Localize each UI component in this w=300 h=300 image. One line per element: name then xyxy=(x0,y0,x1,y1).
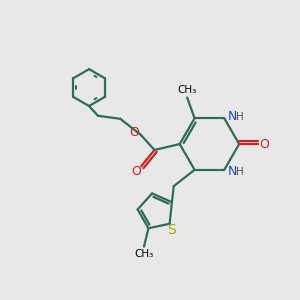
Text: O: O xyxy=(130,126,140,139)
Text: O: O xyxy=(259,138,269,151)
Text: CH₃: CH₃ xyxy=(178,85,197,95)
Text: O: O xyxy=(131,165,141,178)
Text: CH₃: CH₃ xyxy=(134,249,154,259)
Text: N: N xyxy=(228,165,237,178)
Text: S: S xyxy=(167,223,176,237)
Text: H: H xyxy=(236,112,244,122)
Text: H: H xyxy=(236,167,244,177)
Text: N: N xyxy=(228,110,237,123)
